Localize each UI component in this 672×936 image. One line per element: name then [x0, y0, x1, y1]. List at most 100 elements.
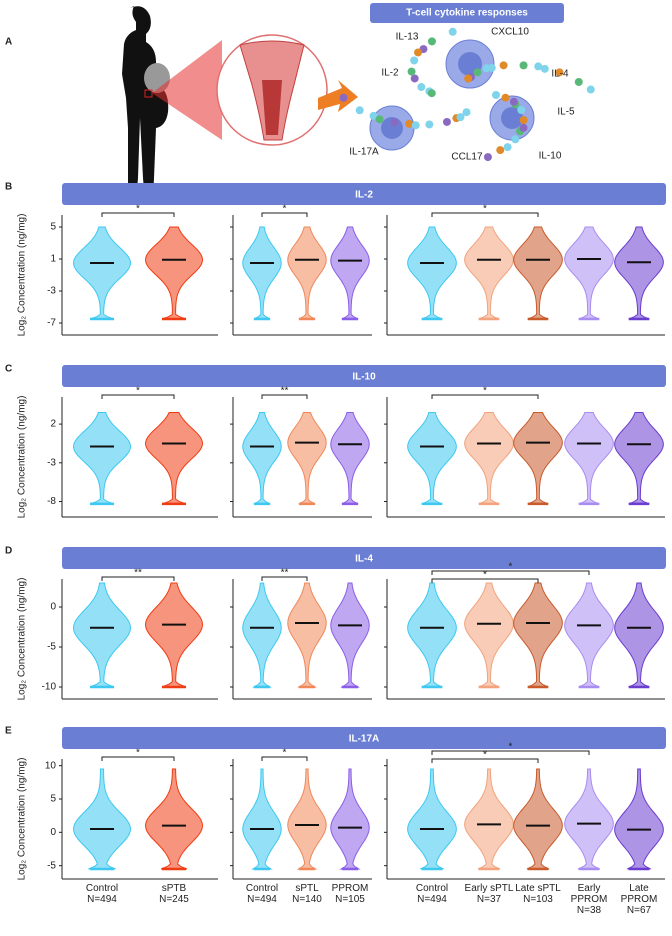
silhouette: [122, 6, 169, 202]
y-tick-label: -10: [42, 682, 57, 693]
significance-label: *: [483, 570, 487, 581]
cytokine-dot: [482, 64, 491, 73]
violin: [564, 582, 614, 688]
y-axis-label: Log₂ Concentration (ng/mg): [17, 578, 28, 701]
significance-label: *: [483, 386, 487, 397]
cytokine-dot: [492, 91, 500, 99]
y-axis-label: Log₂ Concentration (ng/mg): [17, 396, 28, 519]
title-bar: [62, 365, 666, 387]
violin: [407, 768, 457, 870]
cytokine-dot: [519, 61, 528, 70]
significance-bracket: [431, 578, 539, 583]
violin: [614, 226, 664, 320]
category-count: N=494: [247, 894, 277, 905]
cytokine-dot: [555, 68, 564, 77]
cytokine-dot: [410, 74, 419, 83]
significance-label: *: [483, 750, 487, 761]
cytokine-label: IL-17A: [349, 147, 379, 158]
significance-label: *: [136, 386, 140, 397]
y-tick-label: -3: [47, 457, 56, 468]
violin: [614, 582, 664, 688]
significance-bracket: [261, 212, 308, 217]
significance-bracket: [431, 750, 590, 755]
title-bar: [370, 3, 564, 23]
significance-bracket: [431, 570, 590, 575]
violin: [287, 411, 327, 505]
significance-label: *: [509, 742, 513, 753]
panel-title: IL-2: [355, 190, 373, 201]
category-count: N=67: [626, 905, 652, 916]
category-label: sPTL N=140: [281, 883, 333, 905]
category-label: Control N=494: [76, 883, 128, 905]
category-label: Early sPTL N=37: [463, 883, 515, 905]
cytokine-dot: [501, 93, 510, 102]
panel-title: IL-10: [352, 372, 376, 383]
cytokine-dot: [355, 106, 364, 115]
cytokine-dot: [464, 74, 473, 83]
panel-title: IL-4: [355, 554, 373, 565]
violin: [242, 768, 282, 870]
violin: [407, 226, 457, 320]
significance-bracket: [431, 394, 539, 399]
category-count: N=494: [417, 894, 447, 905]
y-axis-label: Log₂ Concentration (ng/mg): [17, 758, 28, 881]
category-name: Late PPROM: [620, 883, 658, 905]
significance-label: **: [134, 568, 142, 579]
violin: [407, 582, 457, 688]
y-tick-label: 0: [50, 827, 56, 838]
violin: [73, 226, 131, 320]
violin: [464, 411, 514, 505]
violin: [614, 768, 664, 870]
y-tick-label: 0: [50, 602, 56, 613]
cytokine-dot: [410, 56, 419, 65]
cytokine-label: CXCL10: [491, 27, 529, 38]
y-tick-label: -7: [47, 318, 56, 329]
significance-label: *: [483, 204, 487, 215]
violin: [513, 768, 563, 870]
cytokine-dot: [517, 106, 526, 115]
cytokine-dot: [427, 89, 436, 98]
cytokine-dot: [534, 62, 543, 71]
violin: [287, 226, 327, 320]
violin: [564, 226, 614, 320]
cytokine-dot: [483, 153, 492, 162]
panel-title: IL-17A: [349, 734, 380, 745]
category-count: N=494: [87, 894, 117, 905]
cytokine-dot: [375, 115, 384, 124]
y-tick-label: 5: [50, 222, 56, 233]
significance-bracket: [101, 394, 175, 399]
violin: [144, 582, 204, 688]
significance-label: **: [281, 386, 289, 397]
category-count: N=140: [292, 894, 322, 905]
category-count: N=105: [335, 894, 365, 905]
significance-bracket: [431, 758, 539, 763]
violin: [564, 768, 614, 870]
significance-bracket: [101, 576, 175, 581]
panel-letter: B: [5, 182, 12, 193]
cytokine-dot: [427, 37, 436, 46]
cytokine-dot: [425, 120, 434, 129]
illustration: A T-cell cytokine responses: [5, 3, 595, 202]
cytokine-dot: [407, 67, 416, 76]
significance-label: *: [136, 204, 140, 215]
cytokine-dot: [442, 117, 451, 126]
cytokine-dot: [405, 119, 414, 128]
violin: [242, 582, 282, 688]
y-axis-label: Log₂ Concentration (ng/mg): [17, 214, 28, 337]
violin: [407, 411, 457, 505]
y-tick-label: 10: [45, 760, 57, 771]
significance-label: *: [283, 204, 287, 215]
cytokine-dot: [456, 113, 465, 122]
category-label: sPTB N=245: [148, 883, 200, 905]
significance-bracket: [261, 756, 308, 761]
category-label: Late PPROM N=67: [613, 883, 665, 916]
cytokine-dot: [574, 77, 583, 86]
violin: [330, 411, 370, 505]
violin: [330, 768, 370, 870]
violin: [73, 582, 131, 688]
violin: [330, 582, 370, 688]
category-label: Control N=494: [236, 883, 288, 905]
category-name: Control: [85, 883, 119, 894]
